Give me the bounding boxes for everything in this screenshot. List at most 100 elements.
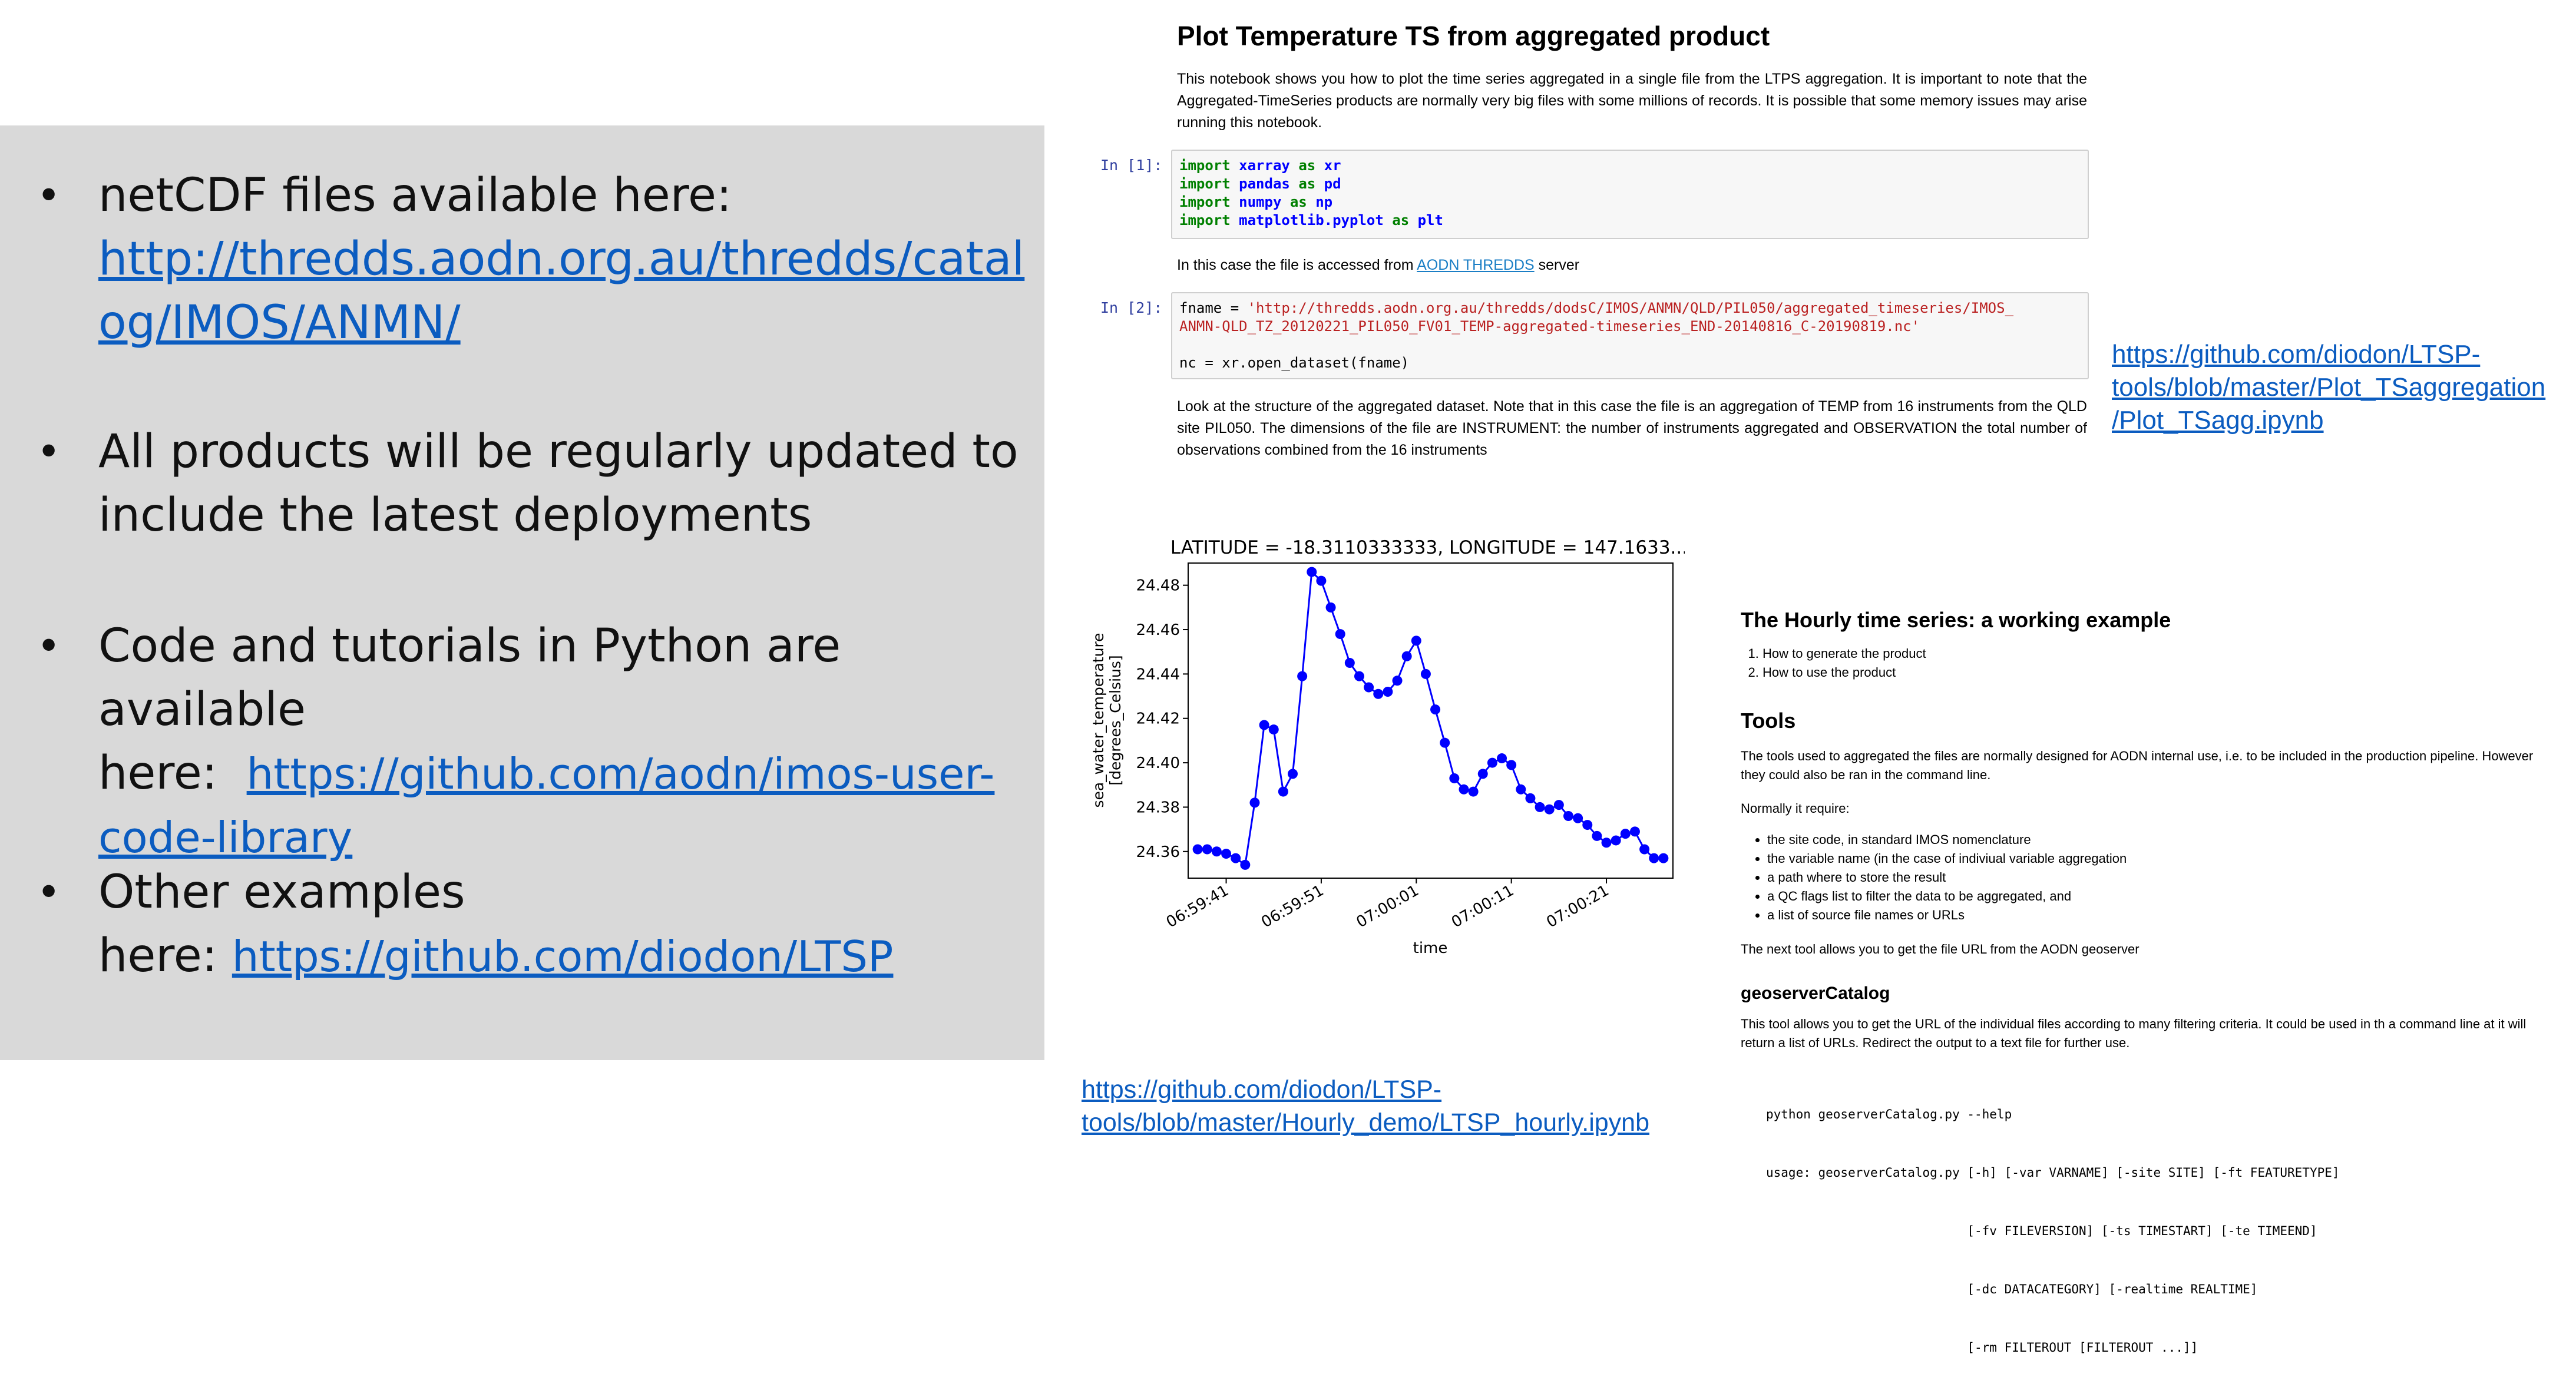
data-point [1411,635,1421,646]
notebook-intro: This notebook shows you how to plot the … [1177,71,2087,131]
data-point [1401,651,1412,661]
hourly-demo-notebook-link[interactable]: https://github.com/diodon/LTSP- tools/bl… [1082,1075,1649,1137]
data-point [1430,704,1441,715]
data-point [1192,844,1203,855]
plot-tsagg-notebook-link[interactable]: https://github.com/diodon/LTSP- tools/bl… [2112,340,2546,435]
x-axis-label: time [1413,939,1448,957]
next-tool-text: The next tool allows you to get the file… [1741,942,2139,956]
data-point [1525,793,1536,803]
bullet-dot: • [37,428,61,476]
data-point [1544,804,1555,815]
y-axis: 24.36 24.38 24.40 24.42 24.44 24.46 24.48 [1136,577,1188,861]
list-item: How to generate the product [1762,644,1926,663]
data-point [1629,826,1640,837]
data-point [1639,844,1650,855]
aodn-thredds-link[interactable]: AODN THREDDS [1417,257,1535,273]
data-point [1611,835,1621,846]
x-tick-label: 07:00:11 [1449,882,1517,931]
bullet-dot: • [37,868,61,916]
import-line: import xarray as xr [1179,157,1341,174]
bullet-dot: • [37,622,61,670]
x-tick-label: 06:59:51 [1258,882,1327,931]
list-item: How to use the product [1762,663,1926,682]
ltsp-repo-link[interactable]: https://github.com/diodon/LTSP [232,932,894,981]
summary-panel: • netCDF files available here: http://th… [0,125,1044,1060]
data-point [1325,602,1336,613]
data-point [1620,829,1631,839]
bullet-examples-line1: Other examples [98,866,465,919]
data-point [1316,575,1327,586]
data-point [1354,671,1364,681]
data-point [1420,668,1431,679]
code-cell-open-dataset[interactable]: fname = 'http://thredds.aodn.org.au/thre… [1171,292,2089,379]
imos-user-code-library-link-cont[interactable]: code-library [98,813,353,862]
data-point [1240,859,1251,870]
data-point [1649,853,1659,863]
import-line: import pandas as pd [1179,176,1341,192]
data-point [1259,720,1269,730]
data-point [1468,786,1479,797]
data-point [1497,753,1507,764]
tools-heading: Tools [1741,709,1796,733]
example-steps: How to generate the product How to use t… [1745,644,1926,682]
data-point [1335,629,1345,640]
data-point [1278,786,1288,797]
data-point [1582,820,1593,830]
y-tick-label: 24.44 [1136,666,1180,683]
x-tick-label: 07:00:21 [1543,882,1612,931]
data-point [1449,773,1460,783]
data-point [1383,687,1393,697]
y-tick-label: 24.36 [1136,843,1180,861]
list-item: the site code, in standard IMOS nomencla… [1767,830,2127,849]
data-point [1516,784,1526,795]
y-axis-label-line2: [degrees_Celsius] [1107,655,1124,785]
y-tick-label: 24.38 [1136,799,1180,816]
list-item: a list of source file names or URLs [1767,906,2127,925]
y-tick-label: 24.40 [1136,754,1180,772]
thredds-catalog-link[interactable]: http://thredds.aodn.org.au/thredds/catal… [98,233,1025,349]
data-point [1288,769,1298,779]
bullet-updates-line1: All products will be regularly updated t… [98,425,1019,478]
data-point [1344,658,1355,668]
import-line: import matplotlib.pyplot as plt [1179,212,1443,229]
y-axis-label-line1: sea_water_temperature [1090,633,1107,807]
data-point [1221,849,1232,859]
data-point [1297,671,1308,681]
data-point [1487,757,1497,768]
data-point [1307,567,1317,577]
data-point [1592,830,1602,841]
geoserver-usage-code: python geoserverCatalog.py --help usage:… [1766,1107,2340,1355]
geoserver-heading: geoserverCatalog [1741,984,1890,1003]
tools-text: The tools used to aggregated the files a… [1741,749,2534,782]
chart-title: LATITUDE = -18.3110333333, LONGITUDE = 1… [1170,537,1685,558]
bullet-dot: • [37,171,61,220]
x-tick-label: 06:59:41 [1163,882,1232,931]
data-point [1440,737,1450,748]
code-cell-imports[interactable]: import xarray as xr import pandas as pd … [1171,150,2089,239]
requirements-list: the site code, in standard IMOS nomencla… [1750,830,2127,925]
data-point [1364,682,1374,693]
y-tick-label: 24.46 [1136,621,1180,639]
data-point [1573,813,1583,823]
x-axis: 06:59:41 06:59:51 07:00:01 07:00:11 07:00:21 [1163,878,1612,931]
requires-text: Normally it require: [1741,801,1850,816]
bullet-code-line2: here: [98,747,218,800]
structure-text: Look at the structure of the aggregated … [1177,398,2087,458]
bullet-netcdf-text: netCDF files available here: [98,169,732,222]
data-point [1211,846,1222,857]
y-tick-label: 24.48 [1136,577,1180,595]
cell1-prompt: In [1]: [1100,157,1163,174]
data-point [1392,676,1403,686]
list-item: the variable name (in the case of indivi… [1767,849,2127,868]
access-text: In this case the file is accessed from A… [1177,257,1580,273]
data-point [1658,853,1669,863]
geoserver-text: This tool allows you to get the URL of t… [1741,1017,2527,1050]
cell2-prompt: In [2]: [1100,299,1163,316]
import-line: import numpy as np [1179,194,1333,210]
data-point [1459,784,1469,795]
data-point [1601,838,1612,848]
imos-user-code-library-link[interactable]: https://github.com/aodn/imos-user- [246,749,995,799]
y-tick-label: 24.42 [1136,710,1180,728]
notebook-title: Plot Temperature TS from aggregated prod… [1177,21,1770,51]
list-item: a path where to store the result [1767,868,2127,887]
